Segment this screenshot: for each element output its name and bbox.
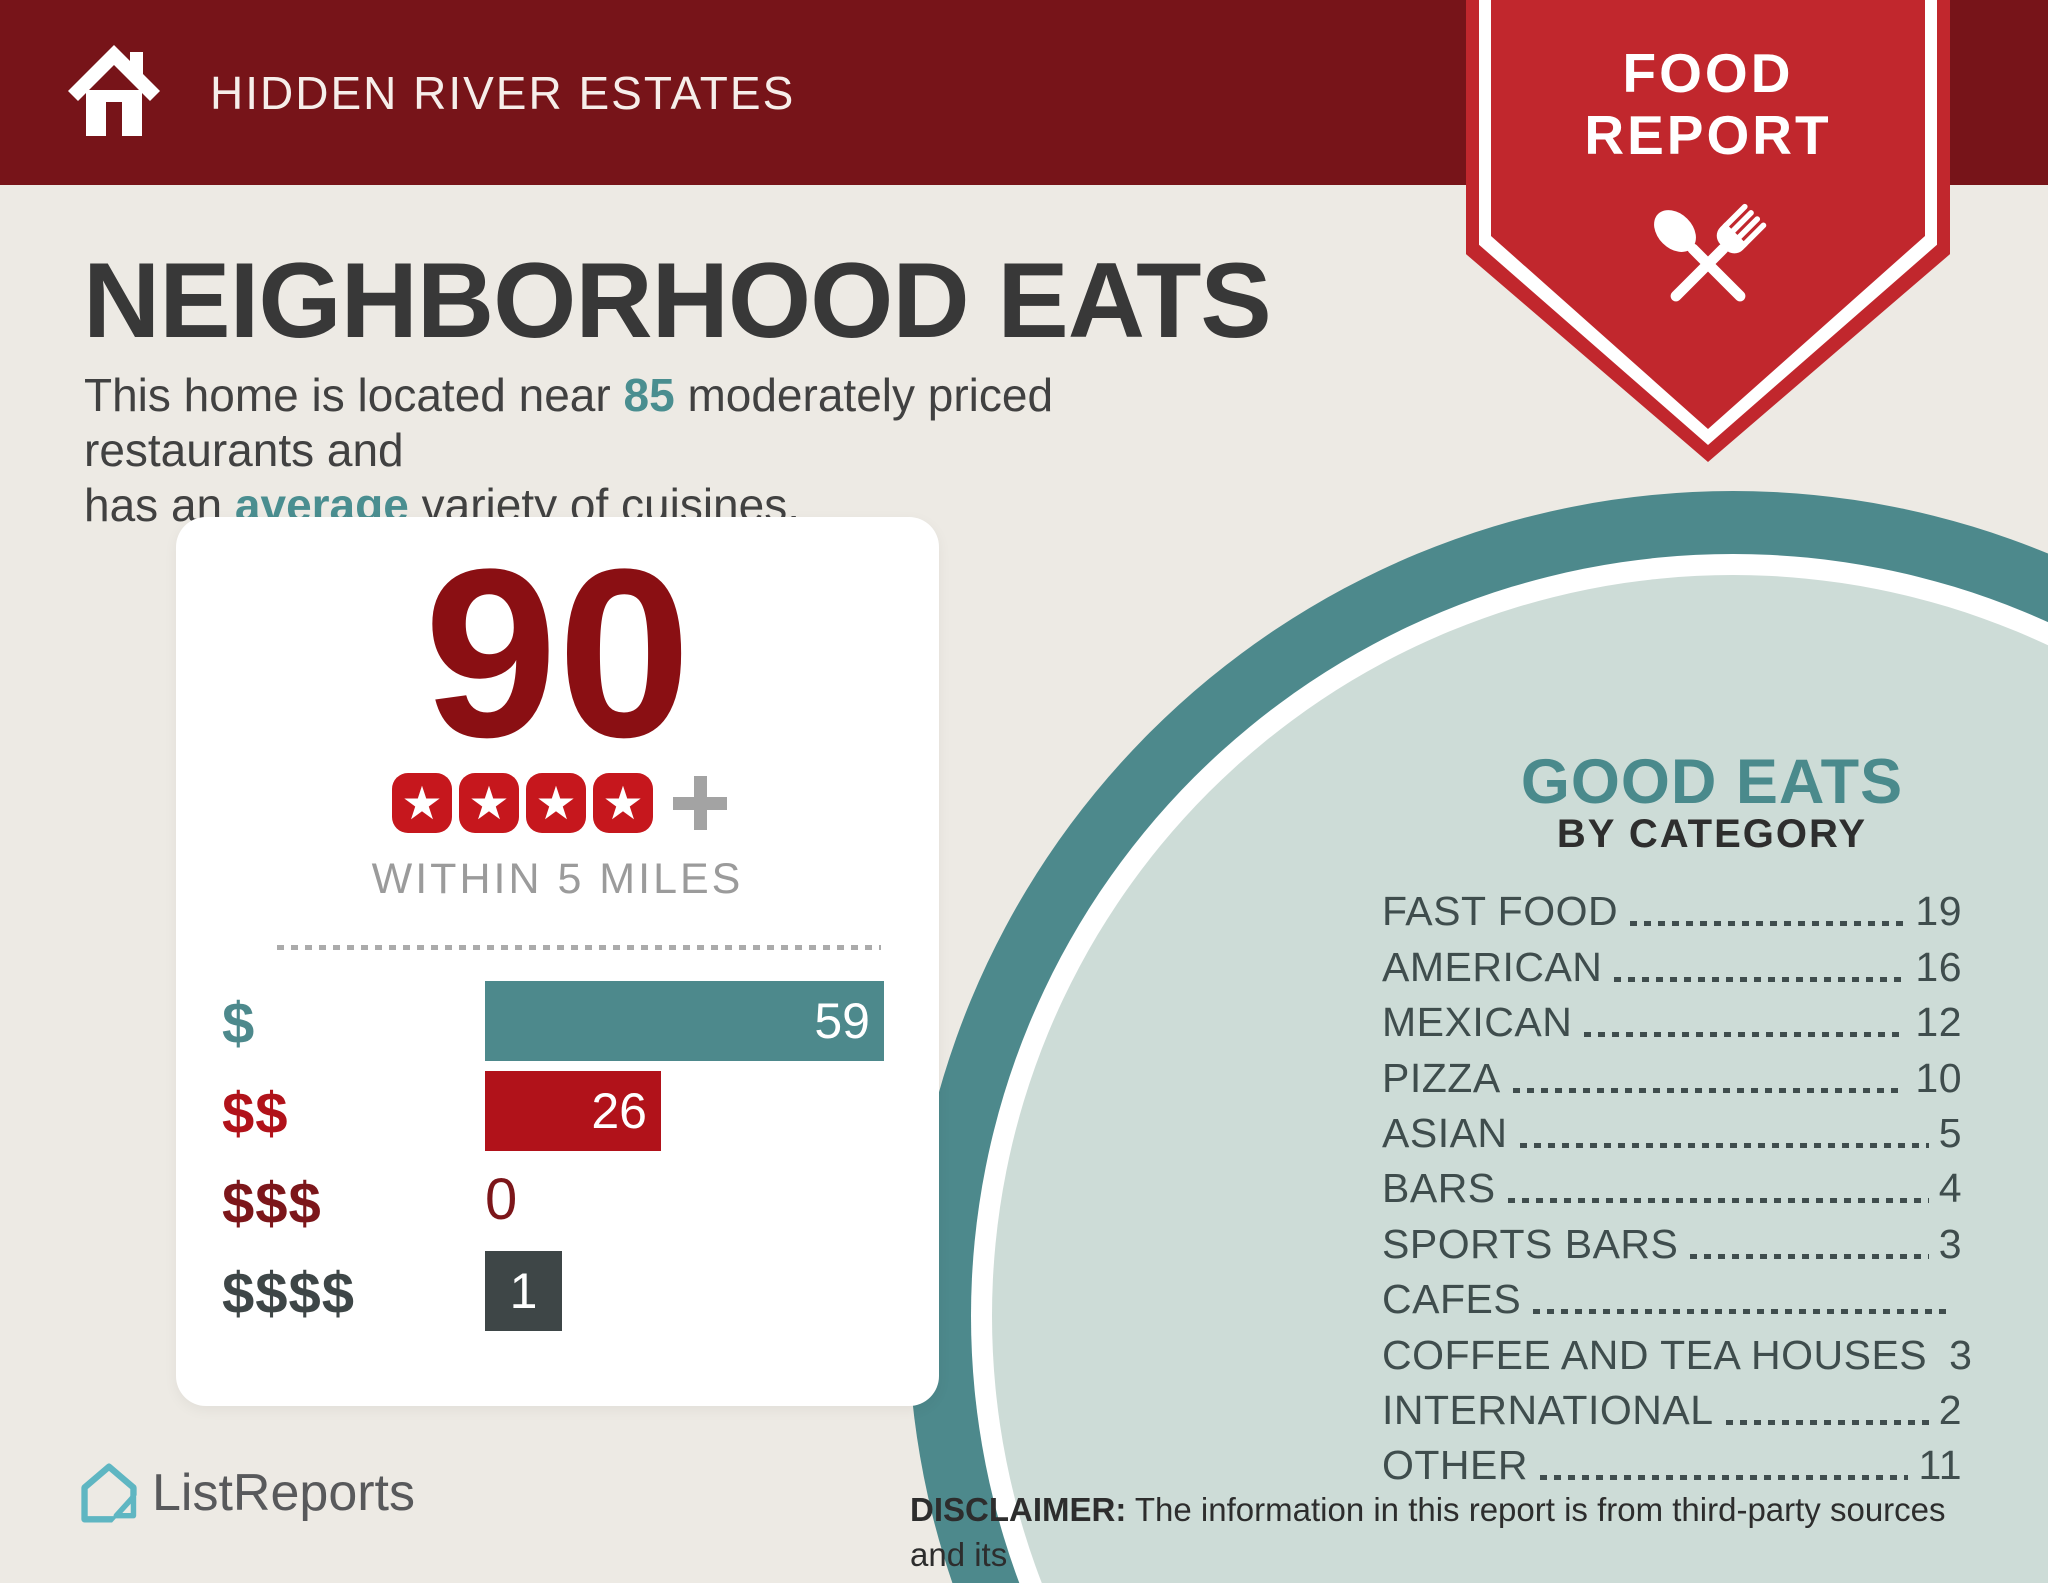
category-label: ASIAN xyxy=(1382,1109,1508,1156)
category-row: PIZZA 10 xyxy=(1382,1050,1962,1105)
listreports-logo: ListReports xyxy=(80,1462,415,1524)
price-row: $$$$ 1 xyxy=(176,1248,939,1338)
price-bar: 59 xyxy=(485,981,884,1061)
dotted-leader xyxy=(1512,1087,1906,1093)
dotted-leader xyxy=(1690,1253,1929,1259)
price-row: $$ 26 xyxy=(176,1068,939,1158)
radius-label: WITHIN 5 MILES xyxy=(371,855,744,903)
score-card: 90 ★ ★ ★ ★ WITHIN 5 MILES $59 $$ 26 $$$ 0 $$$$ 1 xyxy=(176,517,939,1406)
category-label: MEXICAN xyxy=(1382,999,1573,1046)
category-row: AMERICAN 16 xyxy=(1382,939,1962,994)
yelp-style-star-icon: ★ xyxy=(593,773,653,833)
category-count: 4 xyxy=(1938,1165,1962,1212)
category-row: BARS 4 xyxy=(1382,1161,1962,1216)
good-eats-subtitle: BY CATEGORY xyxy=(1556,812,1868,856)
category-count: 16 xyxy=(1915,943,1962,990)
category-count: 2 xyxy=(1938,1386,1962,1433)
price-level-label: $$$ xyxy=(222,1170,322,1236)
spoon-fork-icon xyxy=(1654,203,1767,302)
category-row: INTERNATIONAL 2 xyxy=(1382,1383,1962,1438)
dotted-leader xyxy=(1507,1198,1929,1204)
category-count: 3 xyxy=(1938,1220,1962,1267)
disclaimer-label: DISCLAIMER: xyxy=(910,1491,1127,1528)
restaurant-score: 90 xyxy=(424,519,691,787)
property-name: HIDDEN RIVER ESTATES xyxy=(210,66,796,119)
category-count: 11 xyxy=(1918,1442,1962,1489)
badge-title-line1: FOOD xyxy=(1622,42,1794,104)
price-bar-zero-value: 0 xyxy=(485,1167,518,1232)
dotted-leader xyxy=(1614,976,1906,982)
price-bar: 26 xyxy=(485,1071,661,1151)
dotted-leader xyxy=(1630,921,1906,927)
dotted-leader xyxy=(1533,1309,1952,1315)
price-bar-chart: $59 $$ 26 $$$ 0 $$$$ 1 xyxy=(176,978,939,1338)
price-level-label: $ xyxy=(222,990,256,1056)
price-level-label: $$ xyxy=(222,1080,289,1146)
yelp-style-star-icon: ★ xyxy=(526,773,586,833)
category-count: 5 xyxy=(1938,1109,1962,1156)
category-label: OTHER xyxy=(1382,1442,1528,1489)
dotted-leader xyxy=(1519,1142,1929,1148)
category-list: FAST FOOD 19 AMERICAN 16 MEXICAN 12 PIZZA 10 ASI… xyxy=(1382,884,1972,1493)
brand-name: ListReports xyxy=(152,1464,415,1522)
price-level-label: $$$$ xyxy=(222,1260,356,1326)
category-label: SPORTS BARS xyxy=(1382,1220,1679,1267)
yelp-style-star-icon: ★ xyxy=(459,773,519,833)
category-row: CAFES xyxy=(1382,1272,1962,1327)
category-row: FAST FOOD 19 xyxy=(1382,884,1962,939)
page-subtitle: This home is located near 85 moderately … xyxy=(84,369,1054,531)
restaurant-count: 85 xyxy=(623,369,675,421)
good-eats-title: GOOD EATS xyxy=(1520,747,1904,817)
category-row: OTHER 11 xyxy=(1382,1438,1962,1493)
price-bar: 1 xyxy=(485,1251,562,1331)
badge-title-line2: REPORT xyxy=(1584,104,1832,166)
category-label: PIZZA xyxy=(1382,1054,1501,1101)
category-row: SPORTS BARS 3 xyxy=(1382,1216,1962,1271)
category-label: AMERICAN xyxy=(1382,943,1603,990)
category-count: 10 xyxy=(1915,1054,1962,1101)
price-row: $$$ 0 xyxy=(176,1158,939,1248)
dotted-leader xyxy=(1540,1475,1909,1481)
category-label: INTERNATIONAL xyxy=(1382,1386,1714,1433)
dotted-leader xyxy=(1725,1419,1929,1425)
category-count: 12 xyxy=(1915,999,1962,1046)
category-count: 19 xyxy=(1915,888,1962,935)
yelp-style-star-icon: ★ xyxy=(392,773,452,833)
category-row: MEXICAN 12 xyxy=(1382,995,1962,1050)
category-label: BARS xyxy=(1382,1165,1496,1212)
category-row: ASIAN 5 xyxy=(1382,1106,1962,1161)
category-label: FAST FOOD xyxy=(1382,888,1619,935)
disclaimer: DISCLAIMER: The information in this repo… xyxy=(910,1491,1946,1583)
star-rating: ★ ★ ★ ★ xyxy=(176,773,939,833)
dotted-leader xyxy=(1584,1032,1906,1038)
category-label: COFFEE AND TEA HOUSES xyxy=(1382,1331,1928,1378)
dotted-divider xyxy=(277,945,881,950)
category-count: 3 xyxy=(1949,1331,1973,1378)
category-label: CAFES xyxy=(1382,1276,1522,1323)
plus-icon xyxy=(672,776,727,830)
price-row: $59 xyxy=(176,978,939,1068)
home-icon xyxy=(68,45,160,136)
category-row: COFFEE AND TEA HOUSES 3 xyxy=(1382,1327,1972,1382)
listreports-house-icon xyxy=(81,1463,138,1524)
food-report-badge: FOOD REPORT xyxy=(1466,0,1950,462)
subtitle-text: This home is located near xyxy=(84,369,624,421)
page-title: NEIGHBORHOOD EATS xyxy=(83,240,1272,360)
